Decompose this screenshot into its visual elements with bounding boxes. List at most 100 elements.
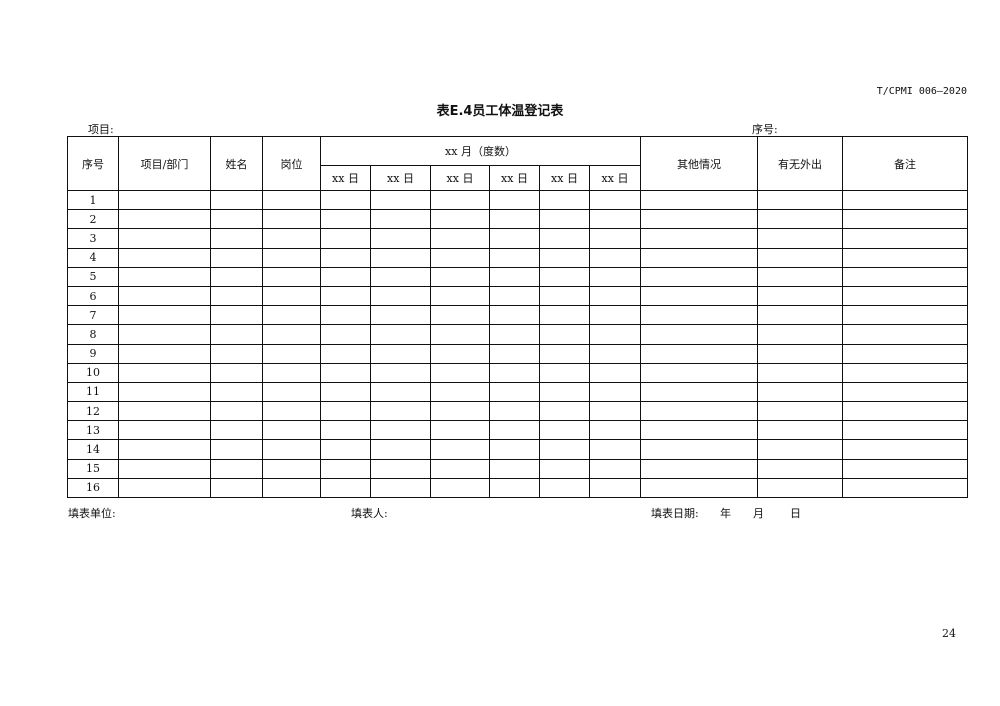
empty-cell (210, 381, 263, 403)
empty-cell (489, 362, 540, 383)
empty-cell (320, 401, 371, 422)
empty-cell (757, 362, 843, 383)
row-number: 6 (67, 285, 119, 307)
empty-cell (757, 189, 843, 211)
empty-cell (320, 305, 371, 326)
empty-cell (262, 362, 321, 383)
empty-cell (842, 266, 968, 287)
empty-cell (370, 266, 431, 287)
empty-cell (118, 228, 211, 249)
empty-cell (539, 343, 590, 364)
empty-cell (320, 285, 371, 307)
footer-date: 填表日期: (651, 507, 699, 520)
header-day: xx 日 (539, 165, 590, 191)
table-row: 1 (67, 189, 968, 211)
empty-cell (370, 305, 431, 326)
empty-cell (320, 439, 371, 460)
empty-cell (589, 343, 641, 364)
empty-cell (262, 305, 321, 326)
empty-cell (842, 285, 968, 307)
empty-cell (118, 401, 211, 422)
empty-cell (640, 458, 758, 479)
empty-cell (320, 266, 371, 287)
empty-cell (118, 324, 211, 345)
header-other: 其他情况 (640, 136, 758, 191)
empty-cell (370, 420, 431, 441)
empty-cell (489, 209, 540, 230)
project-label: 项目: (88, 123, 114, 136)
empty-cell (640, 324, 758, 345)
empty-cell (842, 324, 968, 345)
empty-cell (757, 285, 843, 307)
empty-cell (640, 420, 758, 441)
empty-cell (118, 343, 211, 364)
empty-cell (640, 381, 758, 403)
header-no: 序号 (67, 136, 119, 191)
empty-cell (842, 477, 968, 499)
empty-cell (757, 324, 843, 345)
empty-cell (539, 362, 590, 383)
empty-cell (430, 228, 490, 249)
empty-cell (842, 189, 968, 211)
header-day: xx 日 (589, 165, 641, 191)
empty-cell (489, 247, 540, 268)
empty-cell (210, 209, 263, 230)
header-day: xx 日 (370, 165, 431, 191)
empty-cell (539, 266, 590, 287)
empty-cell (430, 381, 490, 403)
empty-cell (757, 420, 843, 441)
empty-cell (370, 343, 431, 364)
row-number: 4 (67, 247, 119, 268)
empty-cell (262, 189, 321, 211)
row-number: 5 (67, 266, 119, 287)
empty-cell (589, 401, 641, 422)
row-number: 9 (67, 343, 119, 364)
empty-cell (589, 420, 641, 441)
empty-cell (489, 401, 540, 422)
table-row: 4 (67, 247, 968, 268)
empty-cell (589, 189, 641, 211)
empty-cell (262, 209, 321, 230)
header-dept: 项目/部门 (118, 136, 211, 191)
empty-cell (489, 381, 540, 403)
empty-cell (320, 343, 371, 364)
empty-cell (262, 477, 321, 499)
empty-cell (320, 324, 371, 345)
empty-cell (757, 401, 843, 422)
empty-cell (262, 458, 321, 479)
empty-cell (118, 285, 211, 307)
empty-cell (430, 247, 490, 268)
empty-cell (210, 477, 263, 499)
table-row: 14 (67, 439, 968, 460)
row-number: 12 (67, 401, 119, 422)
empty-cell (210, 343, 263, 364)
standard-number: T/CPMI 006—2020 (876, 86, 967, 97)
empty-cell (320, 381, 371, 403)
empty-cell (118, 247, 211, 268)
empty-cell (589, 285, 641, 307)
empty-cell (118, 458, 211, 479)
empty-cell (640, 247, 758, 268)
empty-cell (589, 477, 641, 499)
empty-cell (210, 305, 263, 326)
header-name: 姓名 (210, 136, 263, 191)
table-row: 12 (67, 401, 968, 422)
empty-cell (489, 420, 540, 441)
footer-filler: 填表人: (351, 507, 388, 520)
empty-cell (430, 285, 490, 307)
empty-cell (589, 209, 641, 230)
empty-cell (210, 362, 263, 383)
empty-cell (842, 381, 968, 403)
empty-cell (370, 439, 431, 460)
row-number: 11 (67, 381, 119, 403)
empty-cell (842, 247, 968, 268)
empty-cell (539, 247, 590, 268)
empty-cell (118, 381, 211, 403)
empty-cell (210, 401, 263, 422)
empty-cell (430, 477, 490, 499)
empty-cell (757, 305, 843, 326)
empty-cell (757, 209, 843, 230)
empty-cell (430, 343, 490, 364)
empty-cell (430, 189, 490, 211)
